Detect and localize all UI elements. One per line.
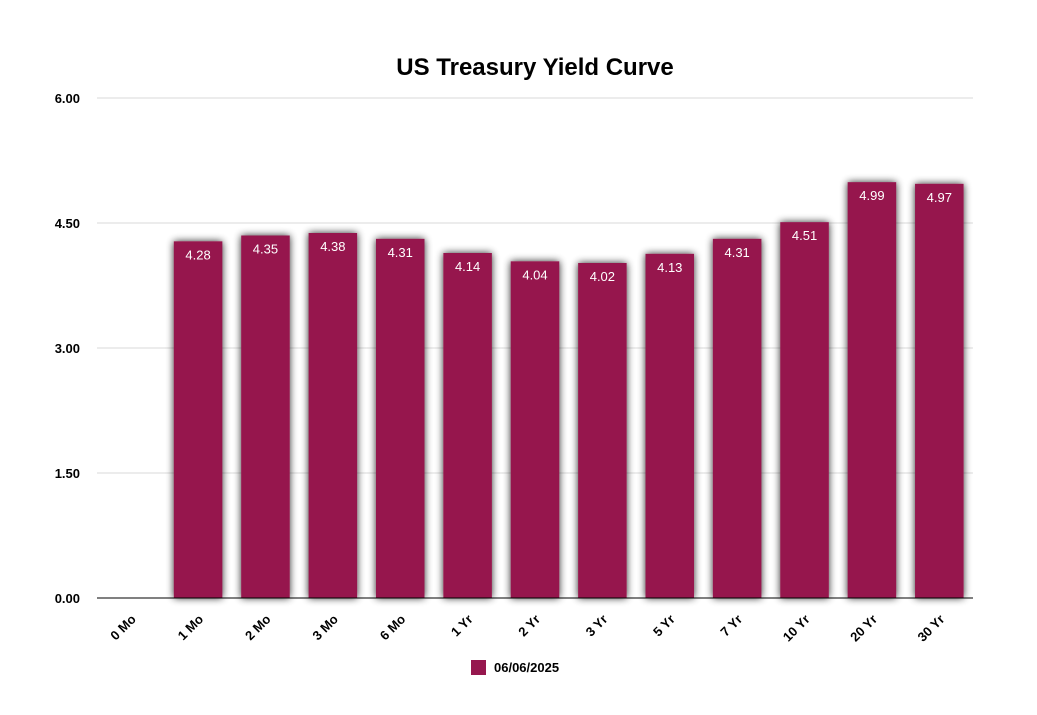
- bar-value-label: 4.99: [859, 188, 884, 203]
- bar-value-label: 4.13: [657, 260, 682, 275]
- bar-value-label: 4.14: [455, 259, 480, 274]
- y-tick-label: 1.50: [55, 466, 80, 481]
- bar: [308, 233, 358, 598]
- bar: [173, 241, 223, 599]
- bar-value-label: 4.02: [590, 269, 615, 284]
- bar: [780, 222, 829, 598]
- bar-value-label: 4.35: [253, 242, 278, 257]
- bars: [173, 182, 964, 599]
- bar-value-label: 4.51: [792, 228, 817, 243]
- y-axis-ticks: 0.00 1.50 3.00 4.50 6.00: [55, 91, 80, 606]
- bar: [241, 235, 290, 598]
- bar: [510, 261, 560, 598]
- x-tick-label: 30 Yr: [914, 612, 947, 645]
- legend-swatch: [471, 660, 486, 675]
- bar-value-label: 4.04: [522, 267, 547, 282]
- x-tick-label: 20 Yr: [847, 612, 880, 645]
- x-tick-label: 2 Yr: [515, 612, 543, 640]
- y-tick-label: 0.00: [55, 591, 80, 606]
- bar: [645, 253, 695, 599]
- bar-value-label: 4.97: [927, 190, 952, 205]
- x-axis-ticks: 0 Mo 1 Mo 2 Mo 3 Mo 6 Mo 1 Yr 2 Yr 3 Yr 5 Yr 7 Yr…: [107, 611, 947, 644]
- legend-label: 06/06/2025: [494, 660, 559, 675]
- x-tick-label: 0 Mo: [107, 611, 139, 643]
- x-tick-label: 6 Mo: [377, 611, 409, 643]
- x-tick-label: 3 Mo: [309, 611, 341, 643]
- legend: 06/06/2025: [471, 660, 559, 675]
- bar: [443, 253, 492, 598]
- chart-title: US Treasury Yield Curve: [396, 54, 673, 81]
- bar-value-label: 4.31: [388, 245, 413, 260]
- bar: [712, 238, 762, 599]
- x-tick-label: 5 Yr: [650, 612, 678, 640]
- bar: [915, 183, 964, 599]
- y-tick-label: 3.00: [55, 341, 80, 356]
- x-tick-label: 3 Yr: [583, 612, 611, 640]
- x-tick-label: 1 Mo: [175, 611, 207, 643]
- x-tick-label: 1 Yr: [448, 612, 476, 640]
- bar-value-label: 4.28: [185, 247, 210, 262]
- x-tick-label: 2 Mo: [242, 611, 274, 643]
- bar: [847, 182, 897, 598]
- bar-labels: 4.28 4.35 4.38 4.31 4.14 4.04 4.02 4.13 4.31 4.51…: [185, 188, 952, 284]
- bar: [375, 238, 425, 599]
- bar-value-label: 4.31: [724, 245, 749, 260]
- y-tick-label: 6.00: [55, 91, 80, 106]
- bar: [578, 263, 627, 598]
- x-tick-label: 7 Yr: [717, 612, 745, 640]
- bar-value-label: 4.38: [320, 239, 345, 254]
- y-tick-label: 4.50: [55, 216, 80, 231]
- x-tick-label: 10 Yr: [780, 612, 813, 645]
